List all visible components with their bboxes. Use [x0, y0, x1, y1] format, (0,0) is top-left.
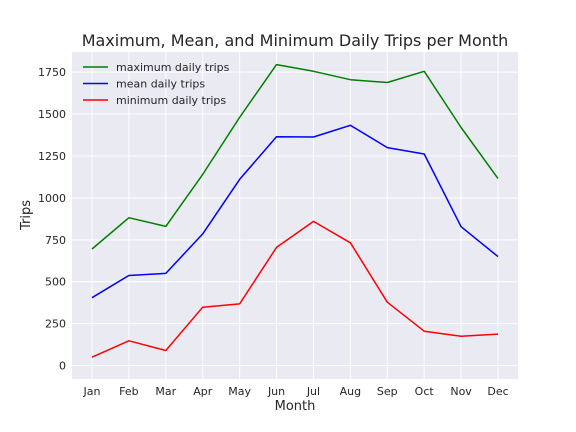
y-tick-label: 1250 — [38, 150, 66, 163]
y-tick-label: 0 — [59, 360, 66, 373]
x-tick-label: Apr — [193, 385, 213, 398]
series-line-0 — [91, 63, 499, 250]
y-tick-label: 750 — [45, 234, 66, 247]
legend-label-0: maximum daily trips — [116, 61, 230, 74]
y-tick-label: 500 — [45, 276, 66, 289]
y-tick-label: 1750 — [38, 66, 66, 79]
x-axis-label: Month — [275, 399, 316, 414]
x-tick-label: Feb — [119, 385, 138, 398]
x-tick-label: Aug — [340, 385, 361, 398]
legend: maximum daily trips mean daily trips minim… — [83, 61, 230, 107]
x-tick-label: Dec — [487, 385, 508, 398]
y-axis-label: Trips — [19, 200, 34, 231]
x-tick-label: May — [228, 385, 251, 398]
series-line-2 — [91, 220, 499, 358]
x-tick-label: Jul — [306, 385, 320, 398]
x-tick-labels: Jan Feb Mar Apr May Jun Jul Aug Sep Oct Nov Dec — [83, 385, 509, 398]
x-tick-label: Sep — [377, 385, 398, 398]
series-line-1 — [91, 124, 499, 299]
y-tick-label: 250 — [45, 318, 66, 331]
x-tick-label: Jan — [83, 385, 101, 398]
y-tick-label: 1000 — [38, 192, 66, 205]
plot-background — [72, 52, 518, 379]
y-tick-label: 1500 — [38, 108, 66, 121]
legend-label-1: mean daily trips — [116, 78, 205, 91]
chart-title: Maximum, Mean, and Minimum Daily Trips p… — [82, 31, 509, 50]
x-tick-label: Jun — [267, 385, 285, 398]
series-lines — [91, 63, 499, 358]
legend-label-2: minimum daily trips — [116, 94, 226, 107]
x-tick-label: Oct — [415, 385, 435, 398]
y-tick-labels: 0 250 500 750 1000 1250 1500 1750 — [38, 66, 66, 372]
x-tick-label: Mar — [155, 385, 176, 398]
x-tick-label: Nov — [450, 385, 472, 398]
grid-lines — [72, 52, 518, 379]
